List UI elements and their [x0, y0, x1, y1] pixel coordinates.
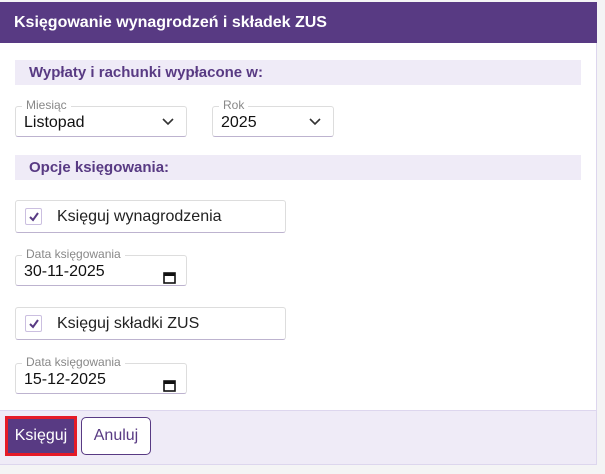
period-heading: Wypłaty i rachunki wypłacone w: [15, 60, 581, 85]
dialog-footer: Księguj Anuluj [0, 410, 596, 464]
year-label: Rok [219, 98, 249, 112]
zus-date-input[interactable]: Data księgowania 15-12-2025 [15, 355, 187, 394]
year-select[interactable]: Rok 2025 [212, 98, 334, 137]
month-select[interactable]: Miesiąc Listopad [15, 98, 187, 137]
post-salaries-label: Księguj wynagrodzenia [57, 208, 222, 225]
calendar-icon[interactable] [163, 264, 176, 295]
checkmark-icon [29, 319, 39, 329]
salaries-date-value: 30-11-2025 [24, 263, 105, 280]
chevron-down-icon [162, 107, 174, 126]
post-zus-label: Księguj składki ZUS [57, 315, 200, 332]
post-salaries-checkbox[interactable]: Księguj wynagrodzenia [15, 200, 286, 233]
year-value: 2025 [221, 114, 257, 131]
checkmark-icon [29, 212, 39, 222]
salaries-date-input[interactable]: Data księgowania 30-11-2025 [15, 247, 187, 286]
checkbox[interactable] [25, 315, 42, 332]
checkbox[interactable] [25, 208, 42, 225]
calendar-icon[interactable] [163, 372, 176, 403]
chevron-down-icon [309, 107, 321, 126]
post-button[interactable]: Księguj [5, 416, 77, 456]
post-zus-checkbox[interactable]: Księguj składki ZUS [15, 307, 286, 340]
zus-date-label: Data księgowania [22, 355, 125, 369]
month-value: Listopad [24, 114, 85, 131]
salaries-date-label: Data księgowania [22, 247, 125, 261]
options-heading: Opcje księgowania: [15, 155, 581, 180]
cancel-button[interactable]: Anuluj [81, 417, 151, 455]
zus-date-value: 15-12-2025 [24, 371, 106, 388]
month-label: Miesiąc [22, 98, 71, 112]
dialog-title: Księgowanie wynagrodzeń i składek ZUS [0, 2, 597, 43]
posting-dialog: Księgowanie wynagrodzeń i składek ZUS Wy… [0, 2, 597, 465]
